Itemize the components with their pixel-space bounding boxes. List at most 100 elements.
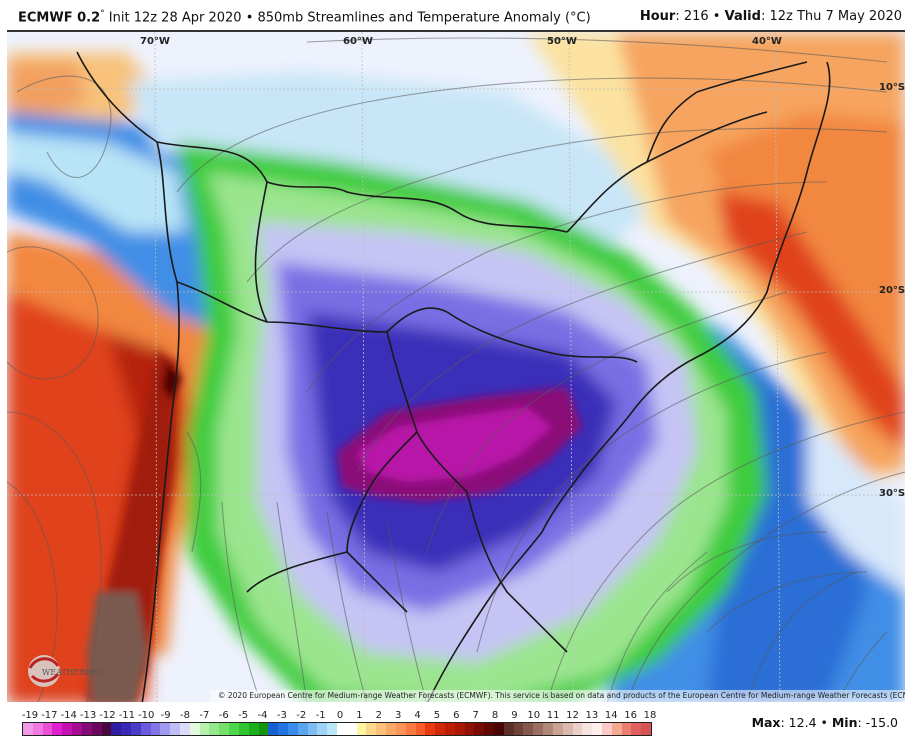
colorbar-swatch [62,723,73,735]
colorbar-tick: -19 [21,710,39,721]
colorbar-swatch [366,723,377,735]
max-label: Max [751,715,781,730]
copyright-notice: © 2020 European Centre for Medium-range … [210,690,905,702]
colorbar-swatch [346,723,357,735]
colorbar-swatch [160,723,171,735]
colorbar-tick: -4 [257,710,268,721]
colorbar-swatch [278,723,288,735]
colorbar-tick: -7 [199,710,210,721]
colorbar-swatch [543,723,553,735]
colorbar-swatch [415,723,426,735]
streamlines [7,37,905,702]
colorbar-swatch [376,723,387,735]
colorbar-swatch [140,723,151,735]
colorbar-tick: 7 [472,710,479,721]
colorbar-swatch [238,723,249,735]
colorbar-tick: 6 [453,710,460,721]
colorbar-tick: -3 [276,710,287,721]
colorbar-swatch [150,723,161,735]
colorbar-swatch [170,723,180,735]
colorbar-tick: 13 [585,710,599,721]
lat-label-20s: 20°S [879,285,905,296]
colorbar-swatch [474,723,485,735]
colorbar-swatch [592,723,602,735]
colorbar-swatch [121,723,131,735]
colorbar-swatch [287,723,298,735]
colorbar-tick: 9 [511,710,518,721]
colorbar-swatch [611,723,622,735]
colorbar-swatch [494,723,504,735]
min-value: : -15.0 [857,715,898,730]
colorbar-tick: 3 [394,710,402,721]
colorbar-swatch [405,723,416,735]
colorbar-tick: 14 [604,710,618,721]
colorbar-tick: -17 [41,710,58,721]
degree-symbol: ° [100,9,105,19]
country-borders [76,51,831,702]
colorbar-swatch [32,723,43,735]
colorbar-swatch [631,723,642,735]
temperature-anomaly-field [7,32,905,702]
colorbar-swatch [464,723,475,735]
colorbar-swatch [81,723,92,735]
colorbar-swatch [229,723,239,735]
colorbar-tick: 16 [624,710,637,721]
colorbar-swatch [52,723,63,735]
colorbar-tick: -11 [118,710,136,721]
min-label: Min [831,715,858,730]
colorbar-swatch [42,723,53,735]
colorbar-tick: 10 [527,710,541,721]
colorbar-swatch [337,723,347,735]
colorbar-swatch [356,723,367,735]
colorbar-swatch [219,723,230,735]
colorbar-swatch [189,723,200,735]
lon-label-70w: 70°W [140,36,170,47]
weatherbell-logo: WEATHERBELL [22,650,109,692]
colorbar-swatch [209,723,220,735]
colorbar-tick: -8 [180,710,190,721]
colorbar-swatch [621,723,632,735]
colorbar-swatch [582,723,593,735]
hour-value: : 216 • [675,9,725,24]
colorbar-swatch [533,723,544,735]
colorbar-swatch [503,723,514,735]
colorbar-swatch [297,723,308,735]
colorbar-tick: 11 [546,710,560,721]
lon-label-40w: 40°W [752,36,782,47]
map-title: ECMWF 0.2° Init 12z 28 Apr 2020 • 850mb … [18,9,591,25]
colorbar-swatch [199,723,210,735]
colorbar-swatch [425,723,436,735]
colorbar-tick: 18 [643,710,657,721]
lon-label-50w: 50°W [547,36,577,47]
colorbar-tick: -12 [99,710,116,721]
colorbar-tick: 1 [356,710,363,721]
colorbar-tick: -10 [138,710,155,721]
colorbar-tick-labels: -19 -17 -14 -13 -12 -11 -10 -9 -8 -7 -6 -5 -4 -3 -2 -1 0… [21,710,657,722]
colorbar-swatch [258,723,269,735]
svg-text:WEATHERBELL: WEATHERBELL [42,668,102,677]
colorbar-tick: -13 [79,710,97,721]
colorbar-swatch [523,723,534,735]
colorbar-tick: -14 [60,710,77,721]
hour-label: Hour [639,9,676,24]
colorbar-swatch [641,723,651,735]
colorbar-tick: -1 [315,710,326,721]
colorbar-swatch [444,723,455,735]
valid-value: : 12z Thu 7 May 2020 [760,9,902,24]
colorbar-swatch [395,723,406,735]
colorbar-swatch [386,723,396,735]
init-and-product: Init 12z 28 Apr 2020 • 850mb Streamlines… [104,10,591,26]
header-bar: ECMWF 0.2° Init 12z 28 Apr 2020 • 850mb … [0,0,914,30]
colorbar-swatch [180,723,190,735]
colorbar-tick: 12 [566,710,579,721]
lat-label-10s: 10°S [879,82,905,93]
colorbar-tick: 5 [433,710,441,721]
forecast-map[interactable]: 70°W 60°W 50°W 40°W 10°S 20°S 30°S [7,30,905,702]
colorbar-tick: 0 [336,710,344,721]
colorbar-tick: 4 [414,710,421,721]
colorbar-swatch [454,723,465,735]
colorbar-swatch [601,723,612,735]
max-value: : 12.4 • [780,715,832,730]
colorbar-tick: -5 [238,710,249,721]
colorbar-tick: -6 [218,710,229,721]
